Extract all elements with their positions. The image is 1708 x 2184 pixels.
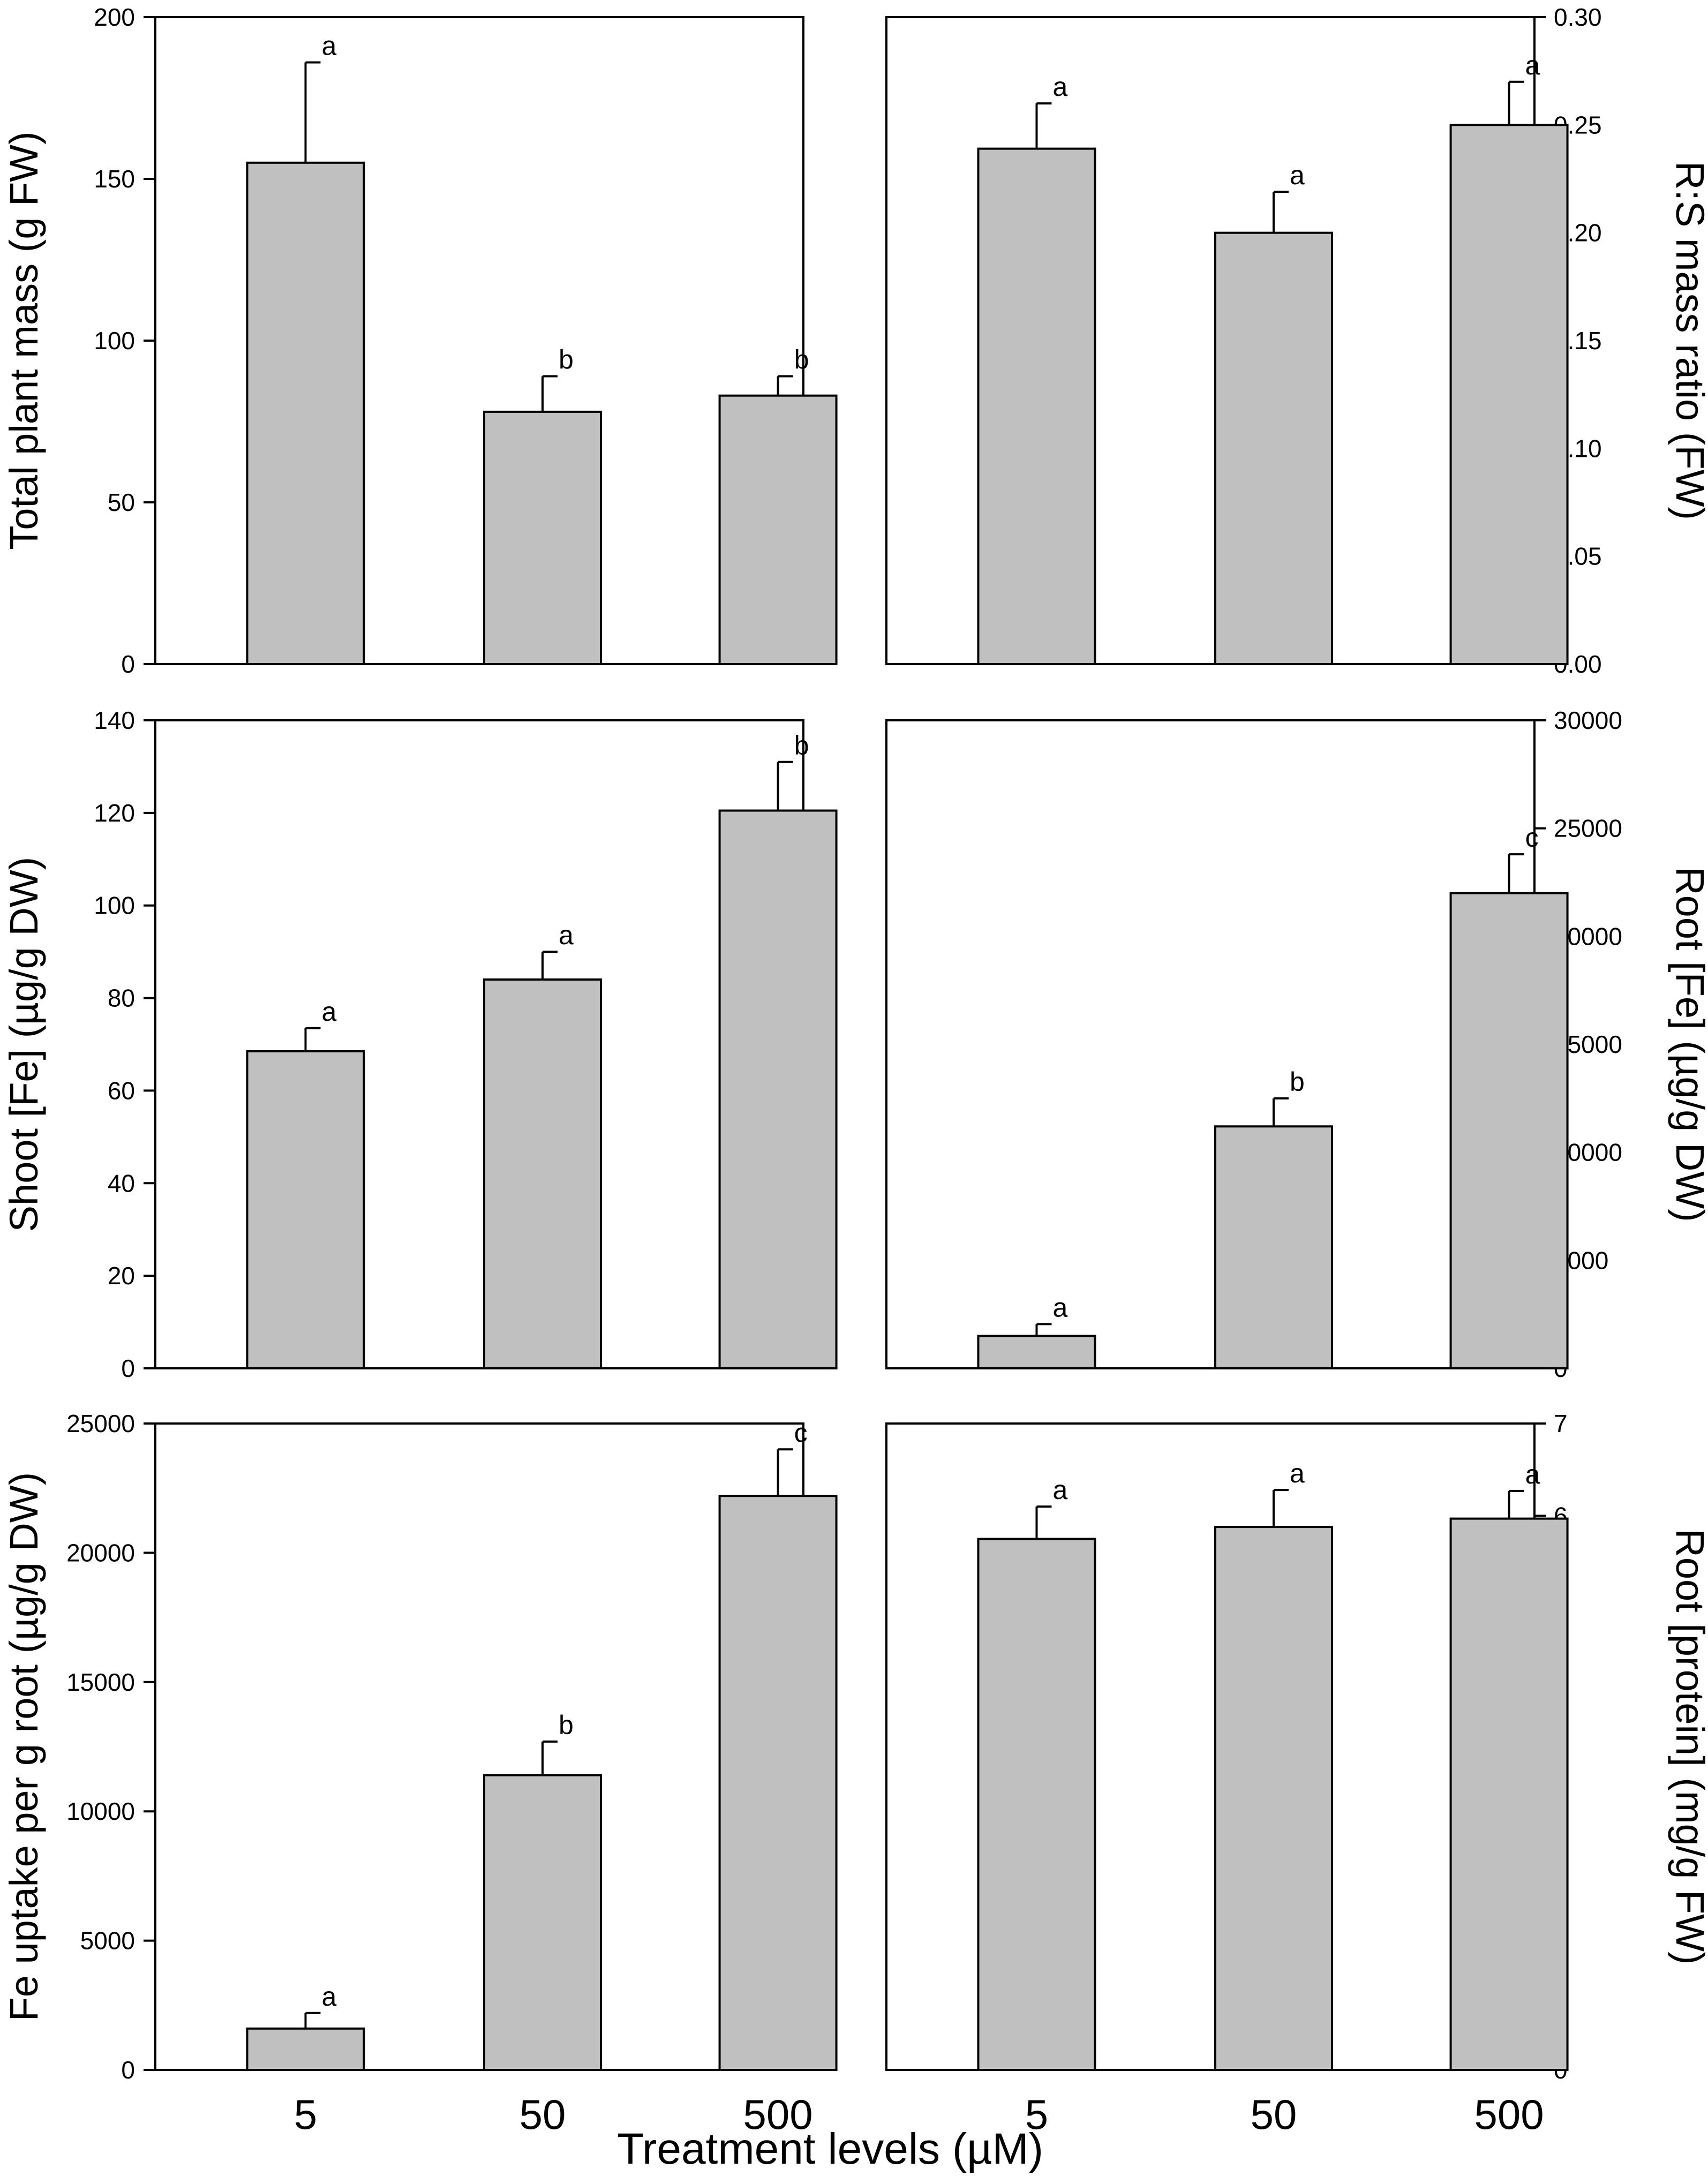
y-tick-label: 40 <box>108 1169 135 1197</box>
y-tick-label: 5000 <box>80 1927 135 1955</box>
bar-5 <box>977 1335 1096 1369</box>
y-axis-label: Total plant mass (g FW) <box>2 131 46 549</box>
y-tick-label: 0 <box>121 2056 135 2084</box>
significance-letter: a <box>1290 1458 1305 1488</box>
y-tick-label: 140 <box>94 706 135 734</box>
bar-5 <box>246 2027 365 2071</box>
y-tick-label: 60 <box>108 1076 135 1104</box>
y-tick-label: 0.30 <box>1554 3 1602 31</box>
x-tick-label: 5 <box>1025 2091 1048 2138</box>
significance-letter: c <box>1525 823 1539 853</box>
bar-50 <box>483 978 602 1369</box>
bar-5 <box>246 161 365 665</box>
y-tick-label: 15000 <box>66 1668 135 1696</box>
y-tick-label: 0 <box>121 1354 135 1382</box>
significance-letter: a <box>559 920 574 950</box>
bar-500 <box>1449 124 1569 666</box>
x-tick-label: 500 <box>743 2091 812 2138</box>
bar-500 <box>718 809 838 1369</box>
y-tick-label: 50 <box>108 488 135 516</box>
y-tick-label: 0 <box>121 650 135 678</box>
x-tick-label: 50 <box>1251 2091 1297 2138</box>
y-tick-label: 20 <box>108 1262 135 1290</box>
y-tick-label: 30000 <box>1554 706 1622 734</box>
y-axis-label: Shoot [Fe] (µg/g DW) <box>2 857 46 1232</box>
panel-total-plant-mass: 0 50 100 150 200 Total plant mass (g FW) a b b <box>2 3 838 678</box>
bar-500 <box>1449 892 1569 1369</box>
bar-50 <box>483 1774 602 2071</box>
significance-letter: b <box>794 730 809 760</box>
x-tick-label: 5 <box>294 2091 317 2138</box>
panel-root-fe: 050001000015000200002500030000Root [Fe] … <box>885 706 1708 1382</box>
significance-letter: a <box>1052 72 1067 102</box>
significance-letter: a <box>1052 1292 1067 1322</box>
significance-letter: b <box>559 1710 574 1740</box>
x-tick-label: 500 <box>1474 2091 1544 2138</box>
y-axis-label: Root [protein] (mg/g FW) <box>1668 1528 1708 1964</box>
bar-50 <box>1214 1526 1333 2072</box>
panel-shoot-fe: 0 20 40 60 80 100 120 140 Shoot [Fe] (µg/g DW) a a… <box>2 706 838 1382</box>
bar-50 <box>1214 231 1333 665</box>
significance-letter: a <box>321 997 336 1027</box>
y-axis-label: R:S mass ratio (FW) <box>1668 161 1708 520</box>
significance-letter: a <box>321 31 336 61</box>
significance-letter: b <box>1290 1067 1305 1097</box>
y-tick-label: 80 <box>108 984 135 1012</box>
y-tick-label: 100 <box>94 327 135 355</box>
bar-500 <box>718 394 838 665</box>
y-axis-label: Fe uptake per g root (µg/g DW) <box>2 1472 46 2022</box>
x-tick-label: 50 <box>520 2091 566 2138</box>
y-tick-label: 20000 <box>66 1539 135 1567</box>
significance-letter: b <box>794 344 809 374</box>
y-tick-label: 120 <box>94 799 135 827</box>
y-axis-label: Root [Fe] (µg/g DW) <box>1668 867 1708 1222</box>
significance-letter: b <box>559 344 574 374</box>
significance-letter: a <box>321 1982 336 2012</box>
bar-50 <box>1214 1125 1333 1369</box>
y-tick-label: 25000 <box>66 1410 135 1437</box>
panel-root-protein: 01234567Root [protein] (mg/g FW)a5a50a50… <box>885 1410 1708 2138</box>
bar-500 <box>1449 1517 1569 2071</box>
bar-50 <box>483 410 602 665</box>
plot-frame <box>885 719 1536 1369</box>
y-tick-label: 7 <box>1554 1410 1568 1437</box>
significance-letter: a <box>1525 50 1540 80</box>
shared-x-axis-label: Treatment levels (µM) <box>617 2125 1043 2173</box>
y-tick-label: 25000 <box>1554 815 1622 842</box>
y-tick-label: 150 <box>94 165 135 193</box>
significance-letter: a <box>1052 1475 1067 1505</box>
panel-rs-mass-ratio: 0.000.050.100.150.200.250.30R:S mass rat… <box>885 3 1708 678</box>
bar-5 <box>246 1050 365 1369</box>
y-tick-label: 10000 <box>66 1797 135 1825</box>
y-tick-label: 100 <box>94 892 135 920</box>
significance-letter: a <box>1290 160 1305 190</box>
plot-frame <box>154 1422 804 2071</box>
significance-letter: a <box>1525 1459 1540 1489</box>
significance-letter: c <box>794 1418 808 1448</box>
bar-500 <box>718 1495 838 2072</box>
panel-fe-uptake: 0 5000 10000 15000 20000 25000 Fe uptake per g… <box>2 1410 838 2138</box>
bar-5 <box>977 147 1096 666</box>
bar-5 <box>977 1538 1096 2071</box>
y-tick-label: 200 <box>94 3 135 31</box>
